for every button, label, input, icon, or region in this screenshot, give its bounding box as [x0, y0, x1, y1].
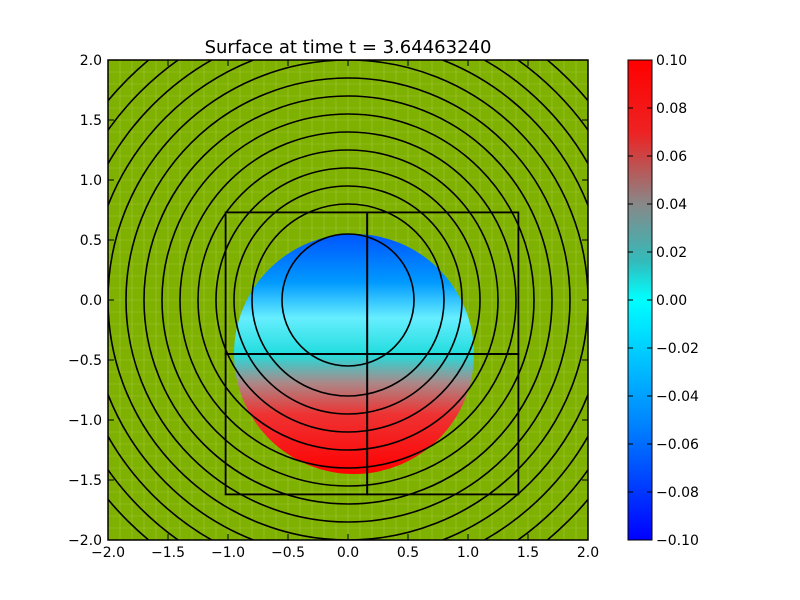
- contour-circle: [197, 149, 499, 451]
- y-tick-label: −1.5: [68, 473, 102, 489]
- colorbar-tick-label: 0.10: [656, 53, 687, 69]
- colorbar-tick-label: −0.02: [656, 341, 699, 357]
- y-axis: 2.0 1.5 1.0 0.5 0.0 −0.5 −1.0 −1.5 −2.0: [68, 53, 588, 549]
- chart-title: Surface at time t = 3.64463240: [205, 37, 492, 58]
- y-tick-label: 2.0: [80, 53, 102, 69]
- contour-circle: [281, 233, 415, 367]
- contour-circle: [161, 113, 535, 487]
- y-tick-label: 1.5: [80, 113, 102, 129]
- y-tick-label: 1.0: [80, 173, 102, 189]
- y-tick-label: −0.5: [68, 353, 102, 369]
- contour-circle: [143, 95, 553, 505]
- contour-circle: [215, 167, 481, 433]
- x-tick-label: 1.5: [517, 545, 539, 561]
- x-axis: −2.0 −1.5 −1.0 −0.5 0.0 0.5 1.0 1.5 2.0: [91, 60, 599, 561]
- colorbar-tick-label: −0.10: [656, 533, 699, 549]
- y-tick-label: 0.5: [80, 233, 102, 249]
- contour-circle: [179, 131, 517, 469]
- x-tick-label: −2.0: [91, 545, 125, 561]
- y-tick-label: −2.0: [68, 533, 102, 549]
- contour-circle: [251, 203, 445, 397]
- x-tick-label: 1.0: [457, 545, 479, 561]
- y-tick-label: 0.0: [80, 293, 102, 309]
- x-tick-label: −1.0: [211, 545, 245, 561]
- colorbar-tick-label: 0.04: [656, 197, 687, 213]
- colorbar-tick-label: −0.04: [656, 389, 699, 405]
- x-tick-label: −1.5: [151, 545, 185, 561]
- x-tick-label: 2.0: [577, 545, 599, 561]
- contour-circles: [108, 60, 588, 540]
- colorbar-tick-label: 0.02: [656, 245, 687, 261]
- grid-patches: [224, 211, 520, 496]
- colorbar-tick-label: −0.06: [656, 437, 699, 453]
- x-tick-label: −0.5: [271, 545, 305, 561]
- x-tick-label: 0.5: [397, 545, 419, 561]
- colorbar-tick-label: 0.06: [656, 149, 687, 165]
- contour-circle: [125, 77, 571, 523]
- colorbar-tick-label: 0.08: [656, 101, 687, 117]
- grid-patch: [366, 353, 520, 496]
- colorbar-ticks: 0.10 0.08 0.06 0.04 0.02 0.00 −0.02 −0.04 −0.06 −…: [628, 53, 699, 549]
- colorbar-tick-label: 0.00: [656, 293, 687, 309]
- x-tick-label: 0.0: [337, 545, 359, 561]
- colorbar-tick-label: −0.08: [656, 485, 699, 501]
- y-tick-label: −1.0: [68, 413, 102, 429]
- contour-circle: [233, 185, 463, 415]
